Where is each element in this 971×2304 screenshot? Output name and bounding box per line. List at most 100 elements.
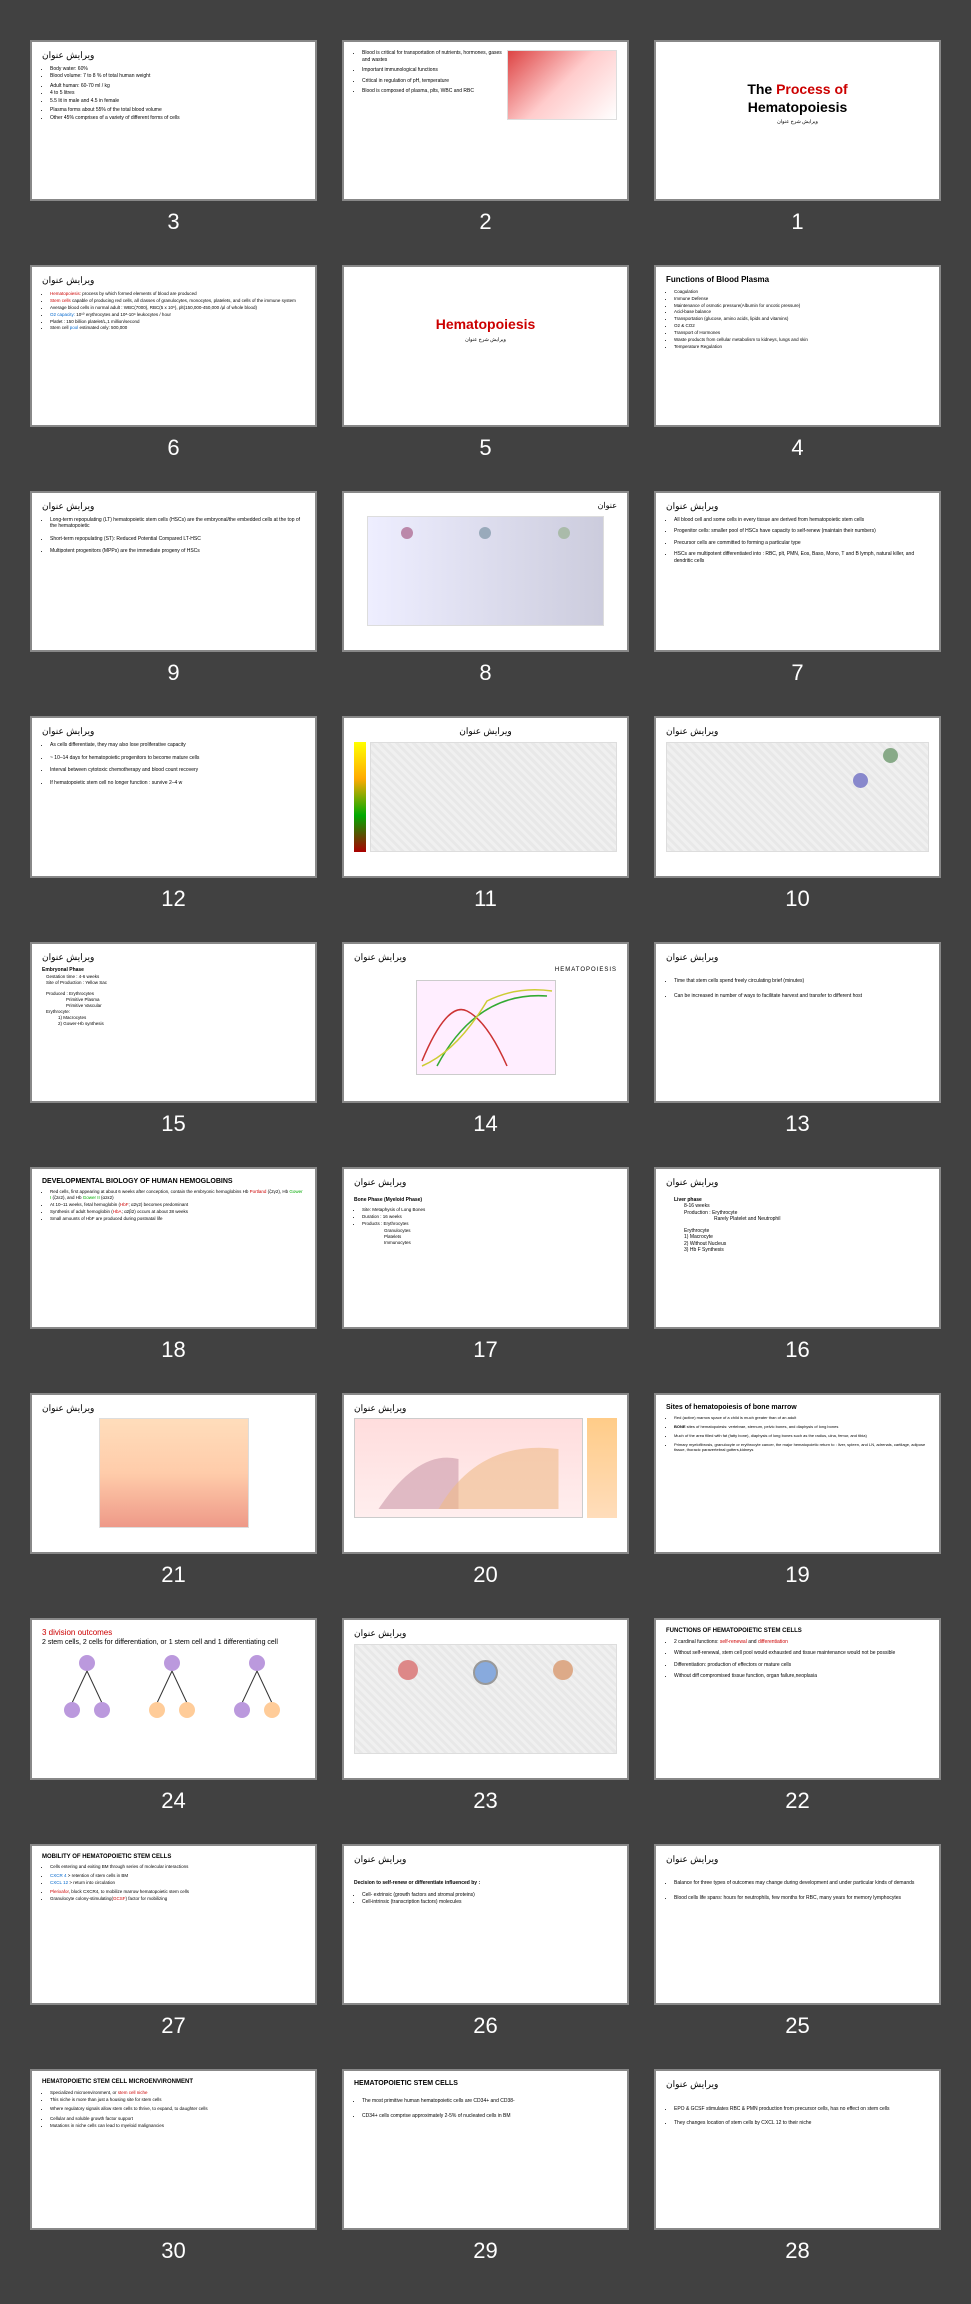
b: Without self-renewal, stem cell pool wou… xyxy=(674,1650,929,1657)
b: Platlet : 150 billion platelet/L,1 milli… xyxy=(50,319,305,325)
slide-grid: ویرایش عنوان Body water: 60% Blood volum… xyxy=(30,40,941,2264)
slide-18[interactable]: DEVELOPMENTAL BIOLOGY OF HUMAN HEMOGLOBI… xyxy=(30,1167,317,1328)
slide-22-wrap: FUNCTIONS OF HEMATOPOIETIC STEM CELLS 2 … xyxy=(654,1618,941,1813)
title: ویرایش عنوان xyxy=(354,1403,617,1415)
slide-19[interactable]: Sites of hematopoiesis of bone marrow Re… xyxy=(654,1393,941,1554)
title: ویرایش عنوان xyxy=(666,952,929,964)
slide-7[interactable]: ویرایش عنوان All blood cell and some cel… xyxy=(654,491,941,652)
slide-4-wrap: Functions of Blood Plasma Coagulation Im… xyxy=(654,265,941,460)
slide-21[interactable]: ویرایش عنوان xyxy=(30,1393,317,1554)
slide-27[interactable]: MOBILITY OF HEMATOPOIETIC STEM CELLS Cel… xyxy=(30,1844,317,2005)
slide-5[interactable]: Hematopoiesis ویرایش شرح عنوان xyxy=(342,265,629,426)
slide-15[interactable]: ویرایش عنوان Embryonal Phase Gestation t… xyxy=(30,942,317,1103)
slide-11-wrap: ویرایش عنوان 11 xyxy=(342,716,629,911)
num: 21 xyxy=(161,1562,185,1588)
slide-1[interactable]: The Process of Hematopoiesis ویرایش شرح … xyxy=(654,40,941,201)
b: Without diff compromised tissue function… xyxy=(674,1673,929,1680)
num: 29 xyxy=(473,2238,497,2264)
slide-3[interactable]: ویرایش عنوان Body water: 60% Blood volum… xyxy=(30,40,317,201)
title: ویرایش عنوان xyxy=(354,1177,617,1189)
num: 17 xyxy=(473,1337,497,1363)
slide-14[interactable]: ویرایش عنوان HEMATOPOIESIS xyxy=(342,942,629,1103)
slide-12[interactable]: ویرایش عنوان As cells differentiate, the… xyxy=(30,716,317,877)
b: Other 45% comprises of a variety of diff… xyxy=(50,115,305,122)
slide-9[interactable]: ویرایش عنوان Long-term repopulating (LT)… xyxy=(30,491,317,652)
lbl: عنوان xyxy=(354,501,617,511)
h: Bone Phase (Myeloid Phase) xyxy=(354,1197,617,1204)
slide-6[interactable]: ویرایش عنوان Hematopoiesis: process by w… xyxy=(30,265,317,426)
b: ~ 10–14 days for hematopoietic progenito… xyxy=(50,755,305,762)
b: As cells differentiate, they may also lo… xyxy=(50,742,305,749)
b: Stem cells capable of producing red cell… xyxy=(50,298,305,304)
b: Transport of Hormones xyxy=(674,330,929,336)
b: Red (active) marrow space of a child is … xyxy=(674,1415,929,1420)
title: ویرایش عنوان xyxy=(354,1628,617,1640)
num: 11 xyxy=(474,886,497,912)
slide-8[interactable]: عنوان xyxy=(342,491,629,652)
slide-24[interactable]: 3 division outcomes 2 stem cells, 2 cell… xyxy=(30,1618,317,1779)
b: Temperature Regulation xyxy=(674,344,929,350)
slide-13[interactable]: ویرایش عنوان Time that stem cells spend … xyxy=(654,942,941,1103)
slide-1-wrap: The Process of Hematopoiesis ویرایش شرح … xyxy=(654,40,941,235)
num: 7 xyxy=(791,660,803,686)
slide-30[interactable]: HEMATOPOIETIC STEM CELL MICROENVIRONMENT… xyxy=(30,2069,317,2230)
num: 27 xyxy=(161,2013,185,2039)
title: ویرایش عنوان xyxy=(354,952,617,964)
slide-4[interactable]: Functions of Blood Plasma Coagulation Im… xyxy=(654,265,941,426)
slide-29[interactable]: HEMATOPOIETIC STEM CELLS The most primit… xyxy=(342,2069,629,2230)
h: Functions of Blood Plasma xyxy=(666,275,929,285)
b: Mutations in niche cells can lead to mye… xyxy=(50,2123,305,2129)
b: Primary myelofibrosis, granulocyte or er… xyxy=(674,1442,929,1452)
slide-16-wrap: ویرایش عنوان Liver phase 8-16 weeks Prod… xyxy=(654,1167,941,1362)
num: 14 xyxy=(473,1111,497,1137)
slide-22[interactable]: FUNCTIONS OF HEMATOPOIETIC STEM CELLS 2 … xyxy=(654,1618,941,1779)
h: HEMATOPOIETIC STEM CELL MICROENVIRONMENT xyxy=(42,2079,305,2087)
slide-26[interactable]: ویرایش عنوان Decision to self-renew or d… xyxy=(342,1844,629,2005)
num: 22 xyxy=(785,1788,809,1814)
slide-25[interactable]: ویرایش عنوان Balance for three types of … xyxy=(654,1844,941,2005)
slide-7-wrap: ویرایش عنوان All blood cell and some cel… xyxy=(654,491,941,686)
num: 8 xyxy=(479,660,491,686)
b: Acid-base balance xyxy=(674,309,929,315)
num: 9 xyxy=(167,660,179,686)
slide-10[interactable]: ویرایش عنوان xyxy=(654,716,941,877)
b: EPO & GCSF stimulates RBC & PMN producti… xyxy=(674,2106,929,2113)
tree-diagram xyxy=(367,516,604,626)
b: Small amounts of HbF are produced during… xyxy=(50,1216,305,1222)
num: 6 xyxy=(167,435,179,461)
title: ویرایش عنوان xyxy=(354,726,617,738)
slide-2[interactable]: Blood is critical for transportation of … xyxy=(342,40,629,201)
b: Time that stem cells spend freely circul… xyxy=(674,978,929,985)
b: Long-term repopulating (LT) hematopoieti… xyxy=(50,517,305,530)
main-title: The Process of Hematopoiesis xyxy=(666,80,929,116)
b: Interval between cytotoxic chemotherapy … xyxy=(50,767,305,774)
b: Body water: 60% xyxy=(50,66,305,73)
slide-20[interactable]: ویرایش عنوان xyxy=(342,1393,629,1554)
b: Cells entering and exiting BM through se… xyxy=(50,1864,305,1870)
b: Important immunological functions xyxy=(362,67,503,74)
b: 5.5 lit in male and 4.5 in female xyxy=(50,98,305,105)
slide-5-wrap: Hematopoiesis ویرایش شرح عنوان 5 xyxy=(342,265,629,460)
sub: ویرایش شرح عنوان xyxy=(666,119,929,126)
slide-11[interactable]: ویرایش عنوان xyxy=(342,716,629,877)
b: Can be increased in number of ways to fa… xyxy=(674,993,929,1000)
slide-17-wrap: ویرایش عنوان Bone Phase (Myeloid Phase) … xyxy=(342,1167,629,1362)
num: 12 xyxy=(161,886,185,912)
title: ویرایش عنوان xyxy=(666,501,929,513)
slide-25-wrap: ویرایش عنوان Balance for three types of … xyxy=(654,1844,941,2039)
title: ویرایش عنوان xyxy=(42,501,305,513)
b: CD34+ cells comprise approximately 2-5% … xyxy=(362,2113,617,2120)
slide-28[interactable]: ویرایش عنوان EPO & GCSF stimulates RBC &… xyxy=(654,2069,941,2230)
h: MOBILITY OF HEMATOPOIETIC STEM CELLS xyxy=(42,1854,305,1862)
slide-17[interactable]: ویرایش عنوان Bone Phase (Myeloid Phase) … xyxy=(342,1167,629,1328)
b: Maintenance of osmotic pressure(Albumin … xyxy=(674,303,929,309)
curve-chart xyxy=(416,980,556,1075)
b: Transportation (glucose, amino acids, li… xyxy=(674,316,929,322)
slide-23[interactable]: ویرایش عنوان xyxy=(342,1618,629,1779)
b: Critical in regulation of pH, temperatur… xyxy=(362,78,503,85)
b: Cell-intrinsic (transcription factors) m… xyxy=(362,1899,617,1906)
b: Much of the area filled with fat (fatty … xyxy=(674,1433,929,1438)
slide-16[interactable]: ویرایش عنوان Liver phase 8-16 weeks Prod… xyxy=(654,1167,941,1328)
num: 10 xyxy=(785,886,809,912)
b: Blood cells life spans: hours for neutro… xyxy=(674,1895,929,1902)
